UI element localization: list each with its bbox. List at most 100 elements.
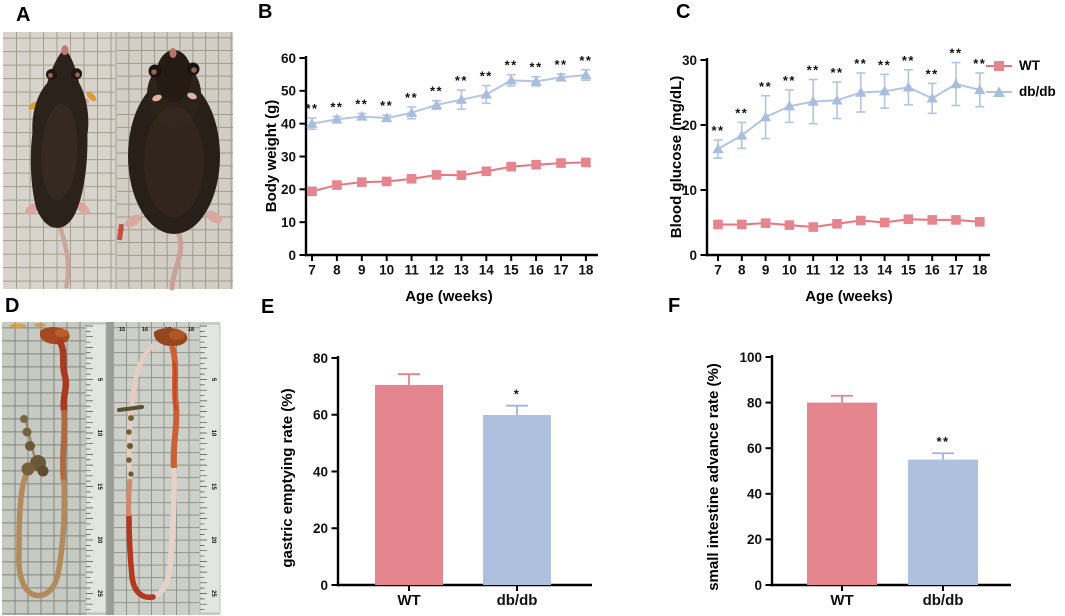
bar-db/db [908, 459, 978, 585]
svg-text:10: 10 [210, 430, 216, 437]
svg-text:11: 11 [404, 263, 419, 278]
wt-cecum-blob-2 [21, 462, 35, 476]
svg-text:**: ** [430, 84, 443, 99]
legend-label-wt: WT [1019, 58, 1040, 73]
svg-text:10: 10 [682, 183, 697, 198]
wt-mouse-fur-sheen [41, 104, 78, 200]
db-stomach-highlight [169, 330, 185, 340]
db-olive-blob-1 [128, 415, 134, 421]
svg-text:18: 18 [578, 263, 594, 278]
wt-pellet-2 [22, 427, 32, 437]
svg-text:**: ** [878, 57, 891, 72]
svg-text:*: * [514, 387, 521, 402]
svg-text:**: ** [455, 73, 468, 88]
svg-text:80: 80 [313, 351, 328, 366]
wt-ear-inner-left [48, 73, 53, 78]
svg-text:**: ** [926, 66, 939, 81]
chart-legend: WT db/db [986, 58, 1056, 99]
small-intestine-advance-chart: 0 20 40 60 80 100 WT db/db ** [739, 350, 1011, 609]
svg-text:**: ** [330, 99, 343, 114]
bar-WT [375, 384, 443, 585]
wt-intestine [16, 326, 70, 599]
svg-text:5: 5 [96, 378, 102, 382]
dbdb-foot-right [205, 210, 223, 224]
svg-text:20: 20 [682, 118, 697, 133]
svg-text:7: 7 [714, 263, 722, 278]
db-left-arm-red [126, 513, 156, 601]
svg-text:**: ** [405, 90, 418, 105]
svg-text:0: 0 [754, 578, 762, 593]
svg-text:**: ** [807, 63, 820, 78]
svg-text:**: ** [530, 60, 543, 75]
legend-label-dbdb: db/db [1019, 84, 1056, 99]
dbdb-ear-inner-right [191, 67, 197, 73]
svg-text:14: 14 [479, 263, 495, 278]
svg-text:13: 13 [454, 263, 470, 278]
svg-text:**: ** [949, 46, 962, 61]
legend-item-wt: WT [986, 58, 1056, 73]
svg-text:**: ** [830, 65, 843, 80]
svg-text:12: 12 [829, 263, 844, 278]
db-red-streak [172, 361, 178, 411]
svg-text:60: 60 [281, 51, 296, 66]
small-intestine-y-axis-label: small intestine advance rate (%) [705, 363, 722, 591]
svg-text:**: ** [579, 53, 592, 68]
bar-WT [807, 402, 877, 585]
svg-text:10: 10 [782, 263, 797, 278]
svg-text:80: 80 [747, 395, 762, 410]
svg-text:**: ** [305, 101, 318, 116]
panel-letter-d: D [5, 295, 20, 317]
svg-text:7: 7 [308, 263, 316, 278]
gastric-emptying-y-axis-label: gastric emptying rate (%) [279, 388, 296, 568]
dbdb-legend-marker-icon [986, 86, 1012, 97]
svg-text:25: 25 [96, 590, 102, 597]
svg-text:15: 15 [119, 327, 125, 333]
series-WT [713, 214, 985, 232]
svg-text:**: ** [902, 53, 915, 68]
svg-text:WT: WT [830, 592, 853, 609]
svg-text:16: 16 [142, 327, 148, 333]
svg-text:18: 18 [188, 327, 194, 333]
svg-text:15: 15 [901, 263, 917, 278]
grid-lines-d-right [114, 322, 200, 615]
body-weight-y-axis-label: Body weight (g) [263, 99, 280, 213]
series-db-db: ** ** ** ** ** ** ** ** ** ** ** ** [305, 53, 592, 131]
panel-letter-e: E [261, 296, 275, 318]
svg-text:20: 20 [747, 532, 762, 547]
tape-right [86, 91, 97, 102]
svg-text:18: 18 [972, 263, 988, 278]
panel-letter-a: A [16, 4, 31, 26]
ruler-left [85, 323, 107, 614]
svg-text:**: ** [936, 434, 949, 449]
svg-text:50: 50 [281, 84, 296, 99]
svg-text:100: 100 [739, 350, 762, 365]
dbdb-mouse-tail [169, 227, 184, 291]
svg-text:13: 13 [853, 263, 869, 278]
svg-text:10: 10 [379, 263, 394, 278]
svg-text:17: 17 [948, 263, 963, 278]
blood-glucose-y-axis-label: Blood glucose (mg/dL) [668, 75, 685, 239]
svg-text:**: ** [480, 69, 493, 84]
svg-text:**: ** [973, 56, 986, 71]
dbdb-fur-sheen [144, 107, 204, 217]
svg-text:40: 40 [281, 116, 296, 131]
svg-text:60: 60 [313, 408, 328, 423]
wt-ear-inner-right [75, 72, 80, 78]
svg-text:15: 15 [96, 483, 102, 490]
svg-text:40: 40 [747, 487, 762, 502]
wt-mouse [25, 45, 97, 289]
ruler-right [199, 323, 221, 614]
svg-text:25: 25 [210, 590, 216, 597]
svg-text:9: 9 [358, 263, 366, 278]
svg-text:0: 0 [320, 578, 328, 593]
dbdb-paw-front-right [187, 92, 197, 100]
svg-text:db/db: db/db [923, 592, 964, 609]
svg-text:12: 12 [429, 263, 444, 278]
svg-text:**: ** [711, 123, 724, 138]
db-dark-cross-piece [117, 405, 144, 412]
svg-text:**: ** [554, 57, 567, 72]
svg-text:5: 5 [210, 378, 216, 382]
dbdb-mouse [124, 48, 223, 291]
